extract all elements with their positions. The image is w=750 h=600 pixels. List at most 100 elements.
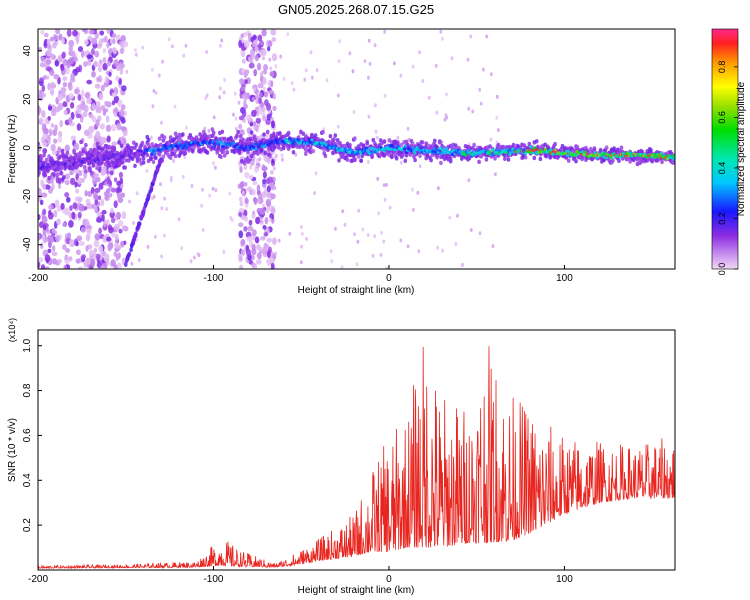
heatmap-cell — [255, 216, 261, 225]
heatmap-cell — [102, 47, 106, 54]
heatmap-cell — [396, 135, 400, 140]
heatmap-cell — [238, 196, 243, 203]
heatmap-cell — [96, 211, 101, 217]
heatmap-cell — [197, 145, 201, 150]
heatmap-cell — [325, 78, 329, 83]
colorbar-tick-label: 0.6 — [717, 111, 727, 124]
heatmap-cell — [341, 209, 344, 214]
heatmap-cell — [52, 172, 56, 177]
heatmap-cell — [251, 109, 257, 117]
heatmap-cell — [42, 141, 48, 147]
heatmap-cell — [672, 157, 675, 161]
heatmap-cell — [247, 34, 252, 43]
heatmap-cell — [281, 145, 286, 151]
heatmap-cell — [66, 61, 72, 68]
heatmap-cell — [396, 140, 400, 145]
heatmap-cell — [68, 92, 74, 100]
heatmap-cell — [439, 160, 443, 166]
heatmap-cell — [117, 140, 121, 145]
heatmap-cell — [51, 182, 55, 191]
heatmap-cell — [75, 240, 79, 247]
colorbar: 0.0 0.2 0.4 0.6 0.8 Normalized spectral ampl… — [711, 28, 747, 275]
heatmap-cell — [115, 211, 122, 219]
heatmap-cell — [205, 150, 210, 155]
heatmap-cell — [383, 29, 387, 34]
y-tick-label: 0.4 — [22, 473, 33, 487]
heatmap-cell — [257, 198, 261, 203]
heatmap-cell — [40, 264, 46, 269]
heatmap-cell — [257, 34, 263, 42]
heatmap-cell — [244, 171, 250, 179]
heatmap-cell — [124, 262, 128, 267]
heatmap-cell — [271, 193, 276, 200]
heatmap-cell — [50, 123, 55, 128]
heatmap-cell — [261, 29, 267, 37]
heatmap-cell — [321, 129, 325, 135]
heatmap-cell — [193, 255, 196, 260]
heatmap-cell — [286, 130, 291, 136]
heatmap-cell — [41, 234, 46, 242]
heatmap-cell — [106, 29, 111, 34]
heatmap-cell — [243, 70, 248, 79]
heatmap-cell — [266, 250, 271, 259]
heatmap-cell — [183, 151, 188, 156]
heatmap-cell — [94, 187, 101, 194]
heatmap-cell — [38, 170, 41, 176]
heatmap-cell — [65, 248, 71, 253]
heatmap-cell — [243, 40, 250, 48]
heatmap-cell — [207, 129, 211, 133]
heatmap-cell — [201, 228, 205, 232]
heatmap-cell — [413, 151, 417, 155]
heatmap-cell — [242, 190, 245, 195]
heatmap-cell — [60, 148, 65, 153]
heatmap-cell — [337, 59, 341, 64]
heatmap-cell — [123, 41, 129, 48]
heatmap-cell — [484, 157, 489, 162]
snr-y-axis-label: SNR (10 * v/v) — [7, 418, 18, 482]
heatmap-cell — [204, 96, 208, 101]
heatmap-cell — [304, 151, 308, 156]
heatmap-cell — [274, 64, 278, 69]
heatmap-cell — [49, 52, 54, 60]
spectrogram-x-ticks: -200 -100 0 100 — [28, 265, 573, 284]
heatmap-cell — [266, 237, 273, 243]
heatmap-cell — [110, 124, 117, 132]
heatmap-cell — [345, 157, 350, 162]
heatmap-cell — [216, 145, 221, 150]
heatmap-cell — [444, 147, 449, 151]
heatmap-cell — [267, 143, 271, 147]
y-tick-label: 0.6 — [22, 428, 33, 442]
heatmap-cell — [102, 63, 108, 71]
heatmap-cell — [173, 131, 178, 136]
y-tick-label: 0.8 — [22, 383, 33, 397]
heatmap-cell — [488, 150, 492, 154]
heatmap-cell — [138, 157, 142, 162]
heatmap-cell — [261, 182, 267, 189]
heatmap-cell — [162, 135, 167, 140]
heatmap-cell — [303, 77, 307, 82]
heatmap-cell — [300, 225, 303, 229]
heatmap-cell — [73, 88, 80, 95]
heatmap-cell — [141, 160, 146, 165]
heatmap-cell — [241, 180, 245, 185]
heatmap-cell — [373, 43, 377, 48]
heatmap-cell — [252, 180, 258, 186]
heatmap-cell — [269, 182, 275, 188]
heatmap-cell — [51, 251, 58, 257]
heatmap-cell — [134, 52, 138, 57]
heatmap-cell — [157, 136, 162, 141]
heatmap-cell — [266, 243, 269, 248]
heatmap-cell — [328, 134, 333, 139]
heatmap-cell — [68, 45, 74, 52]
heatmap-cell — [421, 79, 425, 83]
heatmap-cell — [61, 52, 66, 59]
heatmap-cell — [221, 145, 225, 149]
heatmap-cell — [367, 114, 371, 119]
heatmap-cell — [219, 142, 223, 146]
heatmap-cell — [62, 175, 66, 180]
heatmap-cell — [290, 81, 294, 86]
heatmap-cell — [580, 150, 584, 154]
heatmap-cell — [271, 186, 274, 191]
heatmap-cell — [489, 137, 493, 142]
heatmap-cell — [77, 94, 82, 101]
